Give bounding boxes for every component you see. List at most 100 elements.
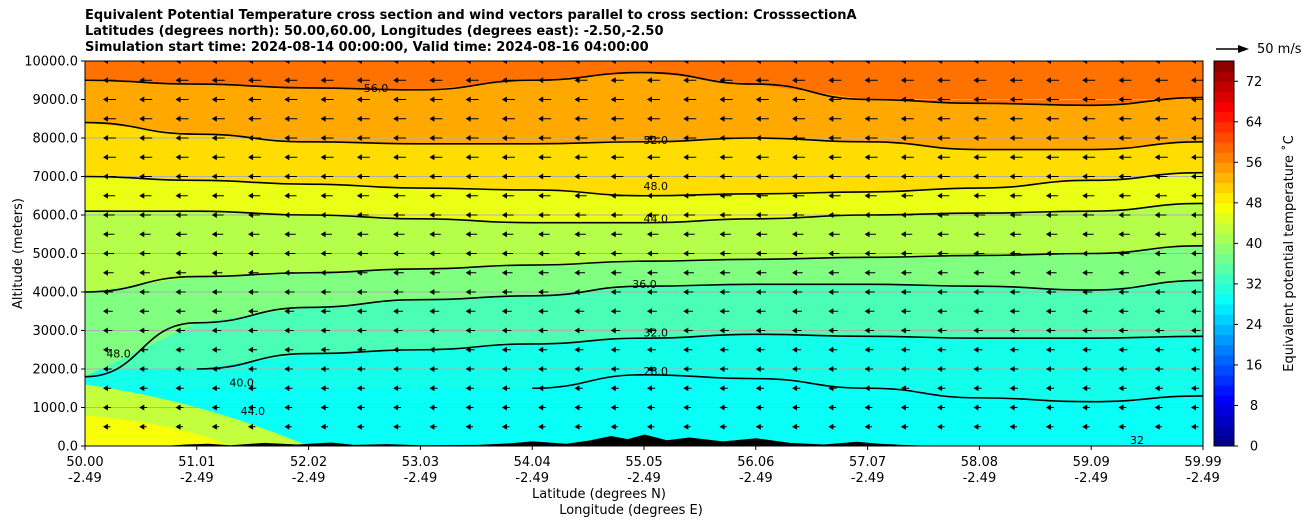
wind-vector-head [103,192,108,199]
wind-vector-head [792,135,798,141]
wind-vector-head [1191,346,1196,353]
wind-vector-head [211,192,217,199]
wind-vector-head [647,346,652,353]
wind-vector-head [1191,173,1196,180]
wind-vector-head [1118,308,1124,315]
y-axis-label: Altitude (meters) [11,198,26,309]
colorbar-segment [1214,172,1234,184]
contour-line-44.0 [85,202,1203,224]
wind-vector-head [538,385,544,392]
wind-vector-head [973,115,979,122]
wind-vector-head [1082,115,1088,122]
wind-vector-head [538,96,544,103]
wind-vector-head [683,212,689,218]
wind-vector-head [248,212,254,218]
wind-vector-head [610,173,616,180]
wind-vector-head [175,423,181,430]
wind-vector-head [1082,96,1088,103]
wind-vector-head [429,308,435,315]
wind-vector-head [937,212,943,218]
wind-vector-head [429,173,435,180]
colorbar-segment [1214,233,1234,244]
wind-vector-head [1045,327,1051,334]
wind-vector-head [1191,250,1196,257]
colorbar-segment [1214,385,1234,396]
wind-vector-head [175,135,181,141]
wind-vector-head [139,269,145,276]
wind-vector-head [647,173,652,180]
wind-vector-head [1118,269,1124,276]
wind-vector-head [320,308,326,315]
wind-vector-head [538,231,544,238]
wind-vector-head [356,154,362,161]
wind-vector-head [320,423,326,430]
wind-vector-head [175,327,181,334]
wind-vector-head [1009,212,1015,218]
wind-vector-head [465,289,471,295]
wind-vector-head [356,366,362,372]
wind-vector-head [1082,173,1088,180]
wind-vector-head [1191,212,1196,218]
wind-vector-head [429,346,435,353]
wind-vector-head [103,289,108,295]
wind-vector-head [1009,61,1015,64]
wind-vector-head [610,212,616,218]
wind-vector-head [574,212,580,218]
wind-vector-head [755,135,761,141]
wind-vector-head [973,154,979,161]
wind-vector-head [864,61,870,64]
colorbar-segment [1214,273,1234,285]
colorbar-segment [1214,294,1234,305]
wind-vector-head [248,231,254,238]
wind-vector-head [465,327,471,334]
wind-vector-head [429,231,435,238]
wind-vector-head [429,423,435,430]
y-tick-label: 7000.0 [33,170,79,185]
wind-vector-head [1154,250,1160,257]
wind-vector-head [973,423,979,430]
wind-vector-head [356,346,362,353]
wind-vector-head [647,269,652,276]
wind-vector-head [429,385,435,392]
wind-vector-head [320,135,326,141]
wind-vector-head [393,173,399,180]
colorbar-segment [1214,111,1234,123]
wind-vector-head [1045,250,1051,257]
wind-vector-head [501,250,507,257]
wind-vector-head [1118,385,1124,392]
wind-vector-head [719,250,725,257]
wind-vector-head [864,327,870,334]
wind-vector-head [320,192,326,199]
wind-vector-head [647,135,652,141]
wind-vector-head [103,135,108,141]
wind-vector-head [284,346,290,353]
wind-vector-head [719,385,725,392]
wind-vector-head [1118,77,1124,84]
wind-vector-head [719,404,725,411]
wind-vector-head [828,308,834,315]
wind-vector-head [1082,77,1088,84]
wind-vector-head [139,173,145,180]
wind-vector-head [1009,192,1015,199]
x-tick-label-lon: -2.49 [180,471,214,486]
wind-vector-head [937,385,943,392]
x-tick-label-lon: -2.49 [851,471,885,486]
wind-vector-head [755,385,761,392]
wind-vector-head [719,327,725,334]
contour-line-56.0 [85,71,1203,107]
wind-vector-head [828,289,834,295]
x-tick-label-lon: -2.49 [627,471,661,486]
wind-vector-head [610,96,616,103]
wind-vector-head [574,385,580,392]
wind-vector-head [1009,308,1015,315]
wind-vector-head [683,346,689,353]
wind-vector-head [864,135,870,141]
wind-vector-head [284,423,290,430]
wind-vector-head [429,115,435,122]
wind-vector-head [864,173,870,180]
wind-vector-head [211,96,217,103]
wind-vector-head [937,269,943,276]
wind-vector-head [792,96,798,103]
wind-vector-head [465,269,471,276]
wind-vector-head [139,192,145,199]
